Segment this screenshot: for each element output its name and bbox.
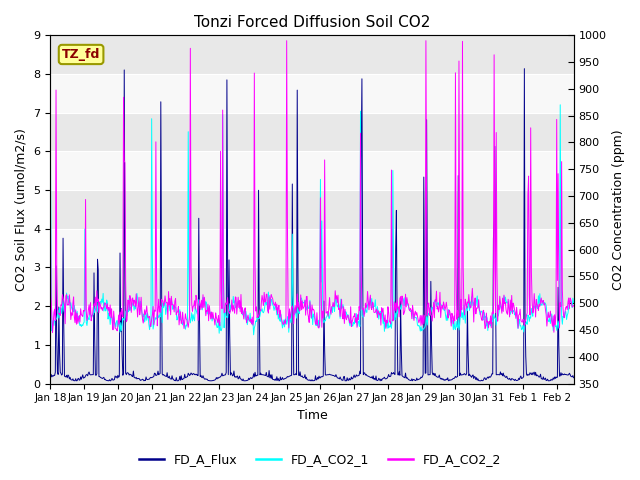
Bar bbox=[51, 345, 573, 384]
Y-axis label: CO2 Concentration (ppm): CO2 Concentration (ppm) bbox=[612, 129, 625, 290]
Bar bbox=[51, 151, 573, 190]
X-axis label: Time: Time bbox=[296, 409, 328, 422]
Text: TZ_fd: TZ_fd bbox=[62, 48, 100, 61]
Legend: FD_A_Flux, FD_A_CO2_1, FD_A_CO2_2: FD_A_Flux, FD_A_CO2_1, FD_A_CO2_2 bbox=[134, 448, 506, 471]
Bar bbox=[51, 229, 573, 267]
Bar bbox=[51, 267, 573, 306]
Title: Tonzi Forced Diffusion Soil CO2: Tonzi Forced Diffusion Soil CO2 bbox=[194, 15, 430, 30]
Y-axis label: CO2 Soil Flux (umol/m2/s): CO2 Soil Flux (umol/m2/s) bbox=[15, 128, 28, 291]
Bar bbox=[51, 113, 573, 151]
Bar bbox=[51, 306, 573, 345]
Bar bbox=[51, 190, 573, 229]
Bar bbox=[51, 74, 573, 113]
Bar bbox=[51, 36, 573, 74]
